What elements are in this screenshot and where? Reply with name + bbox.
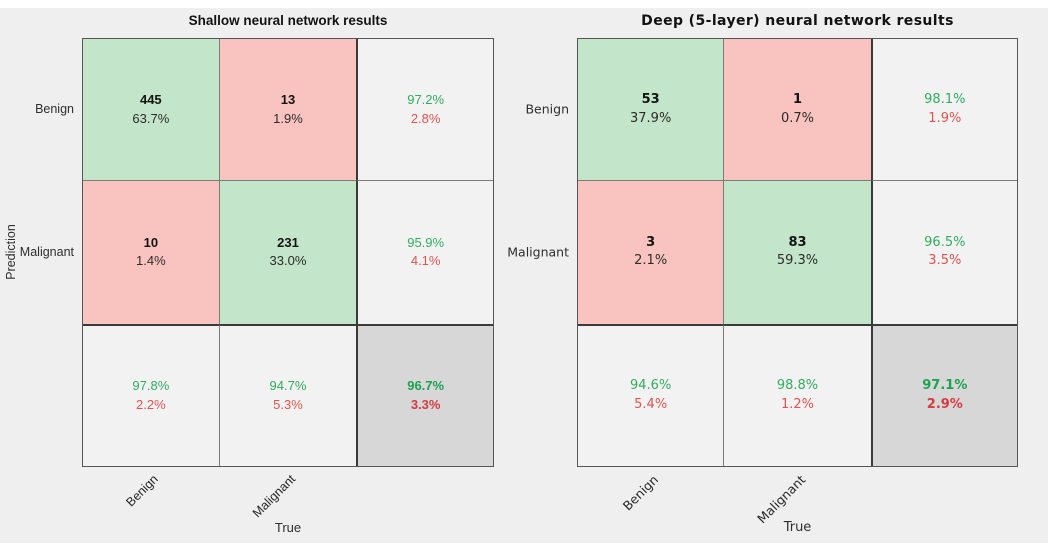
positive-rate: 94.6%: [630, 377, 672, 393]
cell-count: 53: [641, 91, 660, 107]
cell-percent: 2.1%: [634, 253, 668, 269]
overall-accuracy: 96.7%: [407, 377, 445, 393]
cell-percent: 59.3%: [776, 253, 819, 269]
cell-true-benign-pred-benign: 445 63.7%: [83, 39, 220, 182]
cell-true-benign-pred-malignant: 3 2.1%: [578, 181, 725, 324]
deep-network-panel: Deep (5-layer) neural network results Be…: [507, 8, 1048, 543]
overall-accuracy-cell: 97.1% 2.9%: [870, 323, 1017, 466]
cell-count: 13: [280, 91, 296, 107]
cell-percent: 63.7%: [132, 110, 170, 126]
positive-rate: 97.8%: [132, 377, 170, 393]
cell-true-malignant-pred-benign: 13 1.9%: [219, 39, 357, 182]
cell-count: 445: [139, 91, 162, 107]
positive-rate: 98.1%: [924, 91, 966, 107]
chart-title-deep: Deep (5-layer) neural network results: [641, 13, 954, 29]
cell-percent: 1.9%: [273, 110, 303, 126]
cell-true-malignant-pred-malignant: 83 59.3%: [724, 181, 871, 324]
x-tick-benign: Benign: [123, 472, 161, 510]
negative-rate: 1.9%: [928, 110, 962, 126]
x-tick-malignant: Malignant: [754, 472, 809, 527]
x-tick-benign: Benign: [620, 472, 662, 514]
cell-percent: 0.7%: [780, 110, 814, 126]
negative-rate: 2.2%: [136, 396, 166, 412]
chart-title-shallow: Shallow neural network results: [188, 13, 388, 28]
negative-rate: 4.1%: [410, 253, 441, 269]
cell-true-malignant-pred-benign: 1 0.7%: [724, 39, 871, 182]
col-summary-benign: 94.6% 5.4%: [578, 323, 725, 466]
cell-true-benign-pred-malignant: 10 1.4%: [83, 181, 220, 324]
col-summary-malignant: 98.8% 1.2%: [724, 323, 871, 466]
overall-accuracy-cell: 96.7% 3.3%: [356, 323, 493, 466]
figure-background: Shallow neural network results Predictio…: [0, 8, 1048, 543]
positive-rate: 98.8%: [776, 377, 819, 393]
negative-rate: 5.4%: [634, 396, 668, 412]
x-tick-malignant: Malignant: [249, 472, 298, 521]
cell-count: 231: [277, 234, 299, 250]
cell-true-benign-pred-benign: 53 37.9%: [578, 39, 725, 182]
row-summary-malignant: 95.9% 4.1%: [356, 181, 493, 324]
y-axis-label-prediction: Prediction: [4, 224, 18, 280]
overall-error: 3.3%: [410, 396, 441, 412]
col-summary-benign: 97.8% 2.2%: [83, 323, 220, 466]
col-summary-malignant: 94.7% 5.3%: [219, 323, 357, 466]
cell-count: 3: [646, 234, 656, 250]
x-axis-label-true: True: [274, 520, 302, 535]
cell-percent: 37.9%: [630, 110, 672, 126]
row-summary-benign: 98.1% 1.9%: [870, 39, 1017, 182]
positive-rate: 94.7%: [269, 377, 307, 393]
confusion-matrix-deep: 53 37.9% 1 0.7% 98.1% 1.9% 3 2.1% 83 59.…: [577, 38, 1018, 467]
negative-rate: 2.8%: [410, 110, 441, 126]
cell-true-malignant-pred-malignant: 231 33.0%: [219, 181, 357, 324]
cell-percent: 1.4%: [136, 253, 166, 269]
overall-accuracy: 97.1%: [922, 377, 968, 393]
cell-percent: 33.0%: [269, 253, 307, 269]
positive-rate: 95.9%: [407, 234, 445, 250]
positive-rate: 97.2%: [407, 91, 445, 107]
row-label-malignant: Malignant: [507, 244, 569, 260]
row-summary-malignant: 96.5% 3.5%: [870, 181, 1017, 324]
negative-rate: 1.2%: [780, 396, 814, 412]
row-summary-benign: 97.2% 2.8%: [356, 39, 493, 182]
overall-error: 2.9%: [926, 396, 963, 412]
positive-rate: 96.5%: [924, 234, 966, 250]
row-label-malignant: Malignant: [19, 245, 74, 259]
cell-count: 10: [143, 234, 159, 250]
negative-rate: 3.5%: [928, 253, 962, 269]
row-label-benign: Benign: [35, 102, 74, 116]
row-label-benign: Benign: [525, 101, 569, 117]
cell-count: 83: [788, 234, 807, 250]
x-axis-label-true: True: [783, 520, 812, 535]
negative-rate: 5.3%: [273, 396, 303, 412]
shallow-network-panel: Shallow neural network results Predictio…: [0, 8, 524, 543]
cell-count: 1: [792, 91, 803, 107]
confusion-matrix-shallow: 445 63.7% 13 1.9% 97.2% 2.8% 10 1.4% 231…: [82, 38, 494, 467]
